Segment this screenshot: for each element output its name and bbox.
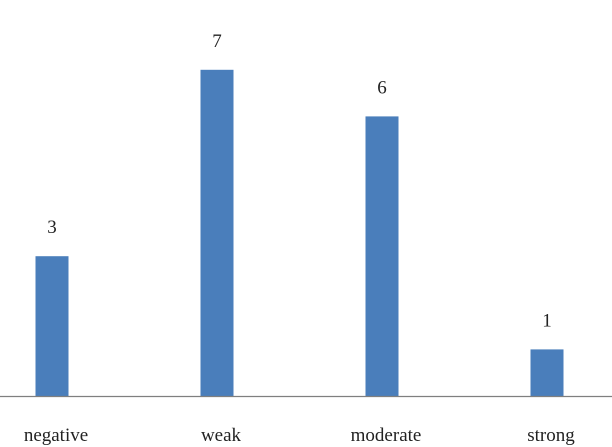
bar-moderate (365, 116, 399, 397)
category-labels-group: negative weak moderate strong (24, 425, 575, 446)
category-label-negative: negative (24, 425, 88, 446)
category-label-moderate: moderate (351, 425, 422, 446)
bar-negative (35, 256, 69, 396)
bar-strong (530, 349, 564, 396)
data-label-weak: 7 (212, 31, 222, 52)
data-label-moderate: 6 (377, 77, 387, 98)
category-label-strong: strong (527, 425, 575, 446)
data-label-strong: 1 (542, 310, 552, 331)
bar-weak (200, 69, 234, 397)
bars-group (35, 69, 564, 397)
category-label-weak: weak (201, 425, 242, 446)
data-labels-group: 3 7 6 1 (47, 31, 552, 332)
data-label-negative: 3 (47, 217, 57, 238)
